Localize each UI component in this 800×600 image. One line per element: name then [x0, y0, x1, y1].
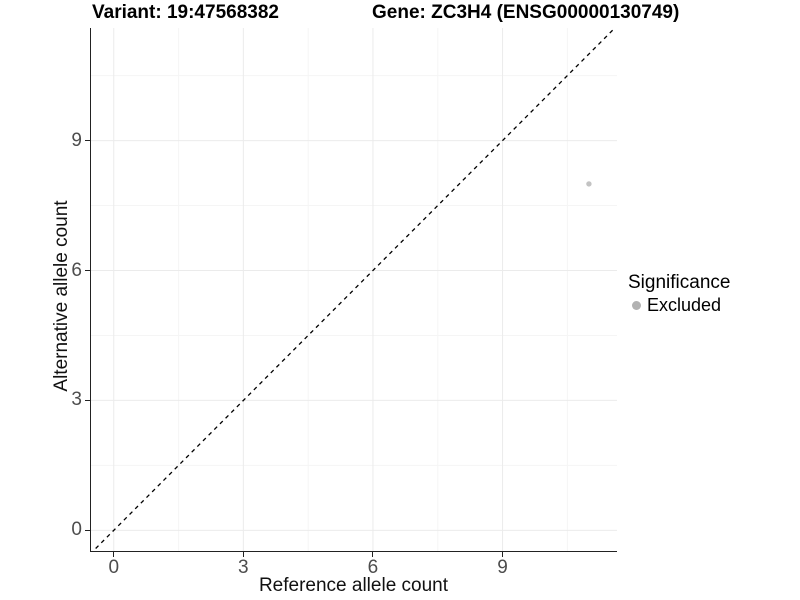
x-tick-label: 0 [108, 557, 120, 578]
identity-dashed-line [91, 28, 616, 552]
y-tick-mark [85, 529, 90, 531]
x-tick-mark [502, 552, 504, 557]
legend-item-excluded: Excluded [628, 294, 730, 316]
excluded-marker-circle-icon [632, 300, 641, 310]
y-tick-label: 6 [71, 259, 82, 281]
scatter-plot-svg [90, 28, 617, 552]
y-tick-label: 3 [71, 389, 82, 411]
x-axis-title: Reference allele count [258, 575, 449, 596]
x-tick-mark [372, 552, 374, 557]
gene-title: Gene: ZC3H4 (ENSG00000130749) [372, 2, 680, 23]
x-tick-mark [242, 552, 244, 557]
y-tick-mark [85, 270, 90, 271]
y-tick-label: 0 [71, 519, 82, 541]
plot-panel [90, 28, 617, 552]
x-tick-label: 9 [497, 557, 508, 578]
legend-title: Significance [628, 272, 731, 293]
variant-title: Variant: 19:47568382 [92, 2, 279, 23]
x-tick-label: 6 [367, 557, 379, 578]
legend: Significance Excluded [628, 271, 730, 316]
legend-item-label: Excluded [647, 295, 722, 315]
y-tick-label: 9 [71, 129, 82, 151]
y-tick-mark [85, 140, 90, 142]
x-tick-label: 3 [238, 557, 249, 578]
y-tick-mark [85, 399, 90, 401]
y-axis-title: Alternative allele count [51, 200, 72, 392]
x-tick-mark [113, 552, 115, 557]
data-point-excluded [586, 181, 592, 187]
